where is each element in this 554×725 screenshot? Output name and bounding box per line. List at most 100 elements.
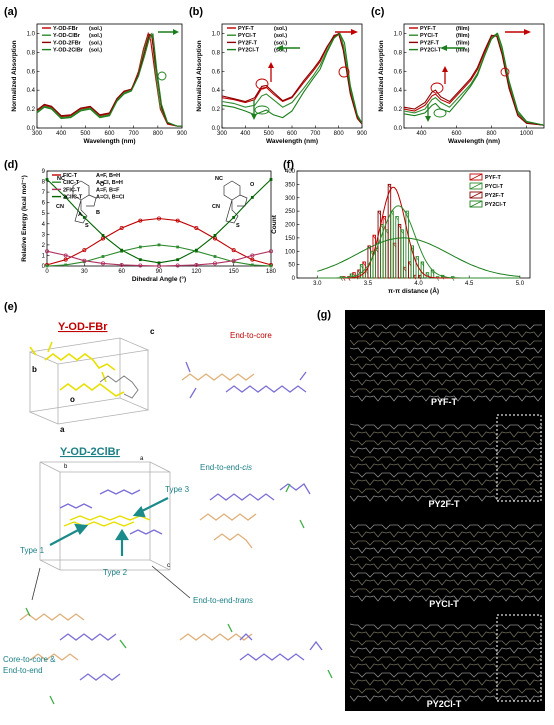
data-point <box>138 218 143 223</box>
x-tick-label: 600 <box>287 131 298 137</box>
data-point <box>45 249 50 254</box>
panel-g: PYF-T PY2F-T PYCl-T PY2Cl-T <box>345 310 545 711</box>
y-tick-label: 0.4 <box>27 88 36 94</box>
bar-hatch <box>377 210 381 216</box>
peak-marker <box>254 105 270 115</box>
structure-atom-label: A <box>78 212 82 218</box>
y-tick-label: 0.8 <box>27 50 36 56</box>
x-tick-label: 4.5 <box>465 281 474 287</box>
packing-molecule-row <box>349 339 542 346</box>
packing-molecule-row <box>349 679 543 686</box>
packing-molecule-row <box>349 463 543 470</box>
legend-entry: Y-OD-FBr <box>53 26 79 32</box>
data-point <box>64 195 68 199</box>
packing-molecule-row <box>349 447 543 454</box>
up-arrow-head <box>442 66 448 72</box>
structure-atom-label: B <box>96 210 100 216</box>
legend-entry: PYCl-T <box>238 33 257 39</box>
label-type-1: Type 1 <box>20 546 45 555</box>
data-point <box>156 263 161 268</box>
legend-entry: PY2F-T <box>238 40 258 46</box>
legend-tag: (film) <box>456 40 470 46</box>
packing-molecule-row <box>349 379 543 386</box>
panel-label-g: (g) <box>317 309 331 321</box>
axis-b2-label: b <box>64 464 68 470</box>
molecule-yellow-fbr <box>29 341 125 397</box>
data-point <box>250 257 255 262</box>
highlight-box-py2cl <box>496 614 542 702</box>
packing-molecule-row <box>349 495 543 502</box>
legend-swatch <box>469 182 483 190</box>
x-tick-label: 800 <box>153 131 164 137</box>
x-tick-label: 1000 <box>520 131 534 137</box>
y-tick-label: 0 <box>42 264 46 270</box>
y-tick-label: 9 <box>42 169 46 175</box>
legend-entry: PYCl-T <box>420 33 439 39</box>
series-line-2ClIC-T <box>46 179 272 264</box>
data-point <box>175 263 180 268</box>
y-tick-label: 0 <box>292 276 296 282</box>
x-tick-label: 30 <box>81 269 88 275</box>
packing-molecule-row <box>349 363 543 370</box>
packing-molecule-row <box>349 555 542 562</box>
x-axis-label: Wavelength (nm) <box>83 138 135 145</box>
bar-hatch <box>430 269 435 275</box>
legend-tag: (sol.) <box>274 33 287 39</box>
x-tick-label: 150 <box>229 269 240 275</box>
x-axis-label: Wavelength (nm) <box>266 138 318 145</box>
series-line-PYF-T <box>403 33 545 126</box>
legend-entry: ClIC-T <box>63 180 80 186</box>
series-line-Y-OD-ClBr <box>36 32 182 127</box>
y-tick-label: 1.0 <box>27 31 36 37</box>
legend-tag: A=F, B=H <box>96 173 120 179</box>
packing-molecule-row <box>349 639 543 646</box>
data-point <box>176 258 180 262</box>
structure-ring <box>86 194 97 207</box>
legend-tag: (sol.) <box>89 40 102 46</box>
data-point <box>157 261 161 265</box>
panel-e-title-2clbr: Y-OD-2ClBr <box>60 446 121 458</box>
legend-hatch <box>469 191 483 199</box>
legend-entry: PY2Cl-T <box>238 48 260 54</box>
structure-atom-label: CN <box>56 204 64 210</box>
legend-tag: (sol.) <box>274 40 287 46</box>
series-line-2FIC-T <box>46 250 272 267</box>
connector-lines <box>31 565 191 601</box>
legend-hatch <box>469 200 483 208</box>
histogram-bar-PY2Cl-T <box>420 261 425 279</box>
data-point <box>250 253 255 258</box>
histogram-bar-PYCl-T <box>405 210 409 279</box>
legend-tag: (sol.) <box>89 33 102 39</box>
data-point <box>101 236 106 241</box>
y-tick-label: 50 <box>288 263 295 269</box>
y-axis-label: Normalized Absorption <box>11 40 18 111</box>
data-point <box>231 248 236 253</box>
peak-marker <box>430 82 444 94</box>
data-point <box>268 249 273 254</box>
dimer-end-to-core <box>181 361 307 399</box>
packing-molecule-row <box>349 323 542 330</box>
y-tick-label: 0.0 <box>212 126 221 132</box>
data-point <box>194 225 199 230</box>
x-tick-label: 900 <box>357 131 368 137</box>
panel-label-c: (c) <box>371 6 385 18</box>
histogram-bar-PY2Cl-T <box>380 224 384 279</box>
peak-marker <box>500 67 510 77</box>
shift-arrow-head <box>524 29 531 35</box>
legend-entry: PY2F-T <box>420 40 440 46</box>
gaussian-fit-curve <box>317 205 520 279</box>
packing-molecule-row <box>349 571 542 578</box>
x-tick-label: 0 <box>45 269 49 275</box>
legend-tag: (film) <box>456 48 470 54</box>
structure-atom-label: S <box>236 223 240 229</box>
packing-molecule-row <box>349 331 543 338</box>
legend-tag: A=F, B=F <box>96 187 120 193</box>
legend-entry: Y-OD-ClBr <box>53 33 81 39</box>
x-tick-label: 400 <box>56 131 67 137</box>
y-tick-label: 0.6 <box>394 69 403 75</box>
panel-e-title-fbr: Y-OD-FBr <box>58 321 108 333</box>
x-tick-label: 800 <box>486 131 497 137</box>
data-point <box>212 261 217 266</box>
label-end-to-end-trans: End-to-end-trans <box>193 596 253 605</box>
